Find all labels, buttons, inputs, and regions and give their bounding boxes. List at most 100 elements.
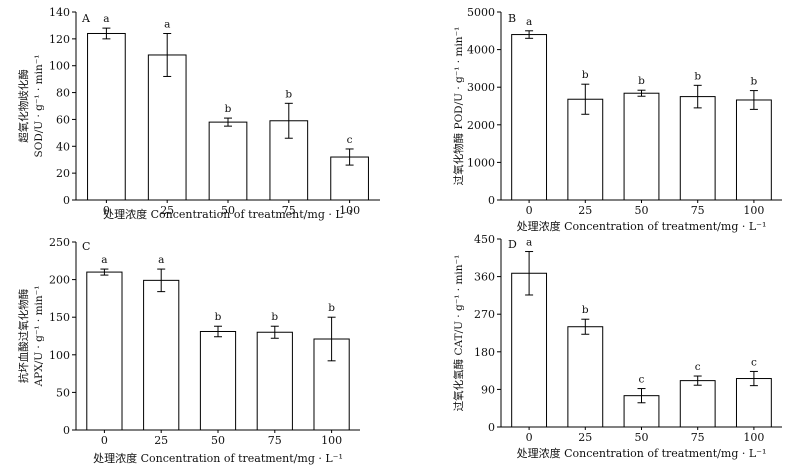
y-tick-label: 50 bbox=[56, 386, 70, 399]
y-tick-label: 140 bbox=[49, 6, 70, 19]
x-tick-label: 75 bbox=[268, 434, 282, 447]
significance-label: b bbox=[751, 76, 758, 88]
bar bbox=[623, 92, 660, 201]
x-tick-label: 50 bbox=[221, 204, 235, 217]
y-tick-label: 80 bbox=[56, 87, 70, 100]
significance-label: b bbox=[582, 304, 589, 316]
x-axis-title: 处理浓度 Concentration of treatment/mg · L⁻¹ bbox=[93, 451, 343, 465]
x-tick-label: 75 bbox=[691, 204, 705, 217]
significance-label: c bbox=[639, 374, 645, 386]
bar bbox=[208, 121, 248, 201]
x-tick-label: 0 bbox=[101, 434, 108, 447]
y-tick-label: 270 bbox=[474, 308, 495, 321]
y-axis-title: 超氧化物歧化酶 bbox=[17, 69, 30, 143]
x-tick-label: 25 bbox=[578, 204, 592, 217]
x-tick-label: 75 bbox=[691, 431, 705, 444]
significance-label: b bbox=[285, 88, 292, 100]
bar bbox=[511, 272, 548, 428]
y-tick-label: 0 bbox=[488, 194, 495, 207]
significance-label: c bbox=[751, 356, 757, 368]
y-tick-label: 360 bbox=[474, 271, 495, 284]
y-axis-title: SOD/U · g⁻¹ · min⁻¹ bbox=[33, 55, 45, 158]
x-tick-label: 0 bbox=[103, 204, 110, 217]
x-tick-label: 100 bbox=[339, 204, 360, 217]
y-tick-label: 2000 bbox=[467, 119, 495, 132]
y-tick-label: 250 bbox=[49, 236, 70, 249]
significance-label: b bbox=[215, 311, 222, 323]
x-tick-label: 25 bbox=[160, 204, 174, 217]
chart-panel-b: 0 1000 2000 3000 4000 5000 a 0 b 25 b 50 b 75 b 100 B 处理浓… bbox=[452, 6, 782, 233]
x-tick-label: 100 bbox=[743, 204, 764, 217]
significance-label: b bbox=[582, 69, 589, 81]
y-tick-label: 1000 bbox=[467, 156, 495, 169]
panel-label: C bbox=[82, 240, 90, 253]
bar bbox=[511, 34, 548, 201]
chart-panel-c: 0 50 100 150 200 250 a 0 a 25 b 50 b 75 b 100 C 处理浓度 Conc… bbox=[17, 236, 360, 465]
bar bbox=[147, 54, 187, 201]
bar bbox=[567, 98, 604, 201]
y-tick-label: 100 bbox=[49, 60, 70, 73]
y-axis-title: APX/U · g⁻¹ · min⁻¹ bbox=[33, 286, 45, 388]
x-tick-label: 50 bbox=[211, 434, 225, 447]
x-tick-label: 0 bbox=[526, 431, 533, 444]
panel-label: A bbox=[81, 12, 91, 25]
y-tick-label: 0 bbox=[63, 194, 70, 207]
x-tick-label: 25 bbox=[154, 434, 168, 447]
x-tick-label: 50 bbox=[635, 204, 649, 217]
y-tick-label: 180 bbox=[474, 346, 495, 359]
bar bbox=[679, 96, 716, 201]
bar bbox=[679, 380, 716, 428]
x-axis-title: 处理浓度 Concentration of treatment/mg · L⁻¹ bbox=[517, 219, 767, 233]
significance-label: a bbox=[101, 254, 107, 266]
y-tick-label: 3000 bbox=[467, 81, 495, 94]
y-tick-label: 450 bbox=[474, 233, 495, 246]
y-tick-label: 40 bbox=[56, 140, 70, 153]
bar bbox=[86, 271, 123, 431]
significance-label: c bbox=[347, 134, 353, 146]
y-tick-label: 4000 bbox=[467, 44, 495, 57]
y-tick-label: 60 bbox=[56, 113, 70, 126]
significance-label: a bbox=[526, 237, 532, 249]
significance-label: a bbox=[164, 18, 170, 30]
significance-label: c bbox=[695, 361, 701, 373]
panel-label: B bbox=[508, 12, 516, 25]
y-axis-title: 抗坏血酸过氧化物酶 bbox=[17, 288, 30, 383]
y-tick-label: 20 bbox=[56, 167, 70, 180]
significance-label: b bbox=[328, 302, 335, 314]
significance-label: b bbox=[694, 70, 701, 82]
bar bbox=[199, 330, 237, 431]
x-axis-title: 处理浓度 Concentration of treatment/mg · L⁻¹ bbox=[103, 207, 353, 221]
y-tick-label: 100 bbox=[49, 349, 70, 362]
bar bbox=[143, 279, 180, 431]
x-tick-label: 100 bbox=[743, 431, 764, 444]
x-tick-label: 75 bbox=[282, 204, 296, 217]
significance-label: a bbox=[526, 16, 532, 28]
chart-panel-a: 0 20 40 60 80 100 120 140 a 0 a 25 b 50 b 75 c 100 A 处理浓度 C… bbox=[17, 6, 380, 221]
y-tick-label: 0 bbox=[488, 421, 495, 434]
significance-label: b bbox=[225, 103, 232, 115]
bar bbox=[735, 99, 772, 201]
x-tick-label: 0 bbox=[526, 204, 533, 217]
significance-label: b bbox=[638, 75, 645, 87]
y-axis-title: 过氧化氢酶 CAT/U · g⁻¹ · min⁻¹ bbox=[452, 255, 465, 412]
x-axis-title: 处理浓度 Concentration of treatment/mg · L⁻¹ bbox=[517, 446, 767, 460]
x-tick-label: 100 bbox=[321, 434, 342, 447]
y-axis-title: 过氧化物酶 POD/U · g⁻¹ · min⁻¹ bbox=[452, 27, 465, 186]
significance-label: a bbox=[158, 254, 164, 266]
significance-label: a bbox=[103, 13, 109, 25]
x-tick-label: 25 bbox=[578, 431, 592, 444]
y-tick-label: 0 bbox=[63, 424, 70, 437]
y-tick-label: 120 bbox=[49, 33, 70, 46]
significance-label: b bbox=[271, 311, 278, 323]
y-tick-label: 90 bbox=[481, 383, 495, 396]
bar bbox=[256, 331, 293, 431]
chart-panel-d: 0 90 180 270 360 450 a 0 b 25 c 50 c 75 c 100 D 处理浓度 Conc… bbox=[452, 233, 782, 460]
y-tick-label: 5000 bbox=[467, 6, 495, 19]
bar bbox=[567, 326, 604, 428]
bar bbox=[87, 32, 126, 201]
y-tick-label: 200 bbox=[49, 274, 70, 287]
panel-label: D bbox=[508, 238, 517, 251]
x-tick-label: 50 bbox=[635, 431, 649, 444]
y-tick-label: 150 bbox=[49, 311, 70, 324]
